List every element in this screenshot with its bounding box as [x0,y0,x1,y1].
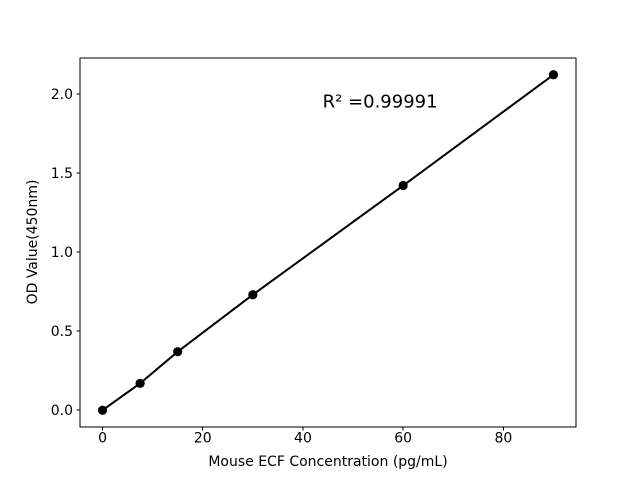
y-axis-label: OD Value(450nm) [25,179,41,305]
y-tick-label: 2.0 [51,87,73,103]
data-point [97,405,108,415]
x-tick-label: 80 [494,431,512,447]
x-axis-label: Mouse ECF Concentration (pg/mL) [208,454,448,470]
x-tick-label: 0 [98,431,107,447]
r-squared-annotation: R² =0.99991 [322,91,438,113]
y-tick-label: 0.5 [51,324,73,340]
x-tick-label: 60 [394,431,412,447]
data-point [398,180,408,191]
data-point [173,347,183,357]
data-point [248,290,258,300]
x-tick-label: 20 [194,431,212,447]
y-tick-label: 0.0 [51,403,73,419]
data-point [135,378,145,388]
y-tick-label: 1.0 [51,245,73,261]
series-line [101,73,555,412]
y-tick-label: 1.5 [51,166,73,182]
x-tick-label: 40 [294,431,312,447]
plot-border [79,57,577,428]
data-point [548,70,559,80]
